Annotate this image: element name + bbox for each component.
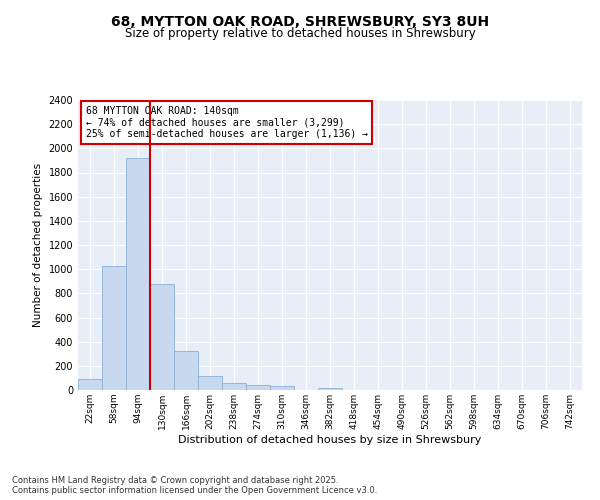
Y-axis label: Number of detached properties: Number of detached properties [33, 163, 43, 327]
Bar [102, 266, 126, 390]
Bar [150, 284, 174, 390]
Bar [270, 386, 294, 390]
Bar [78, 379, 102, 390]
Bar [174, 352, 198, 390]
X-axis label: Distribution of detached houses by size in Shrewsbury: Distribution of detached houses by size … [178, 434, 482, 444]
Text: 68, MYTTON OAK ROAD, SHREWSBURY, SY3 8UH: 68, MYTTON OAK ROAD, SHREWSBURY, SY3 8UH [111, 15, 489, 29]
Bar [198, 376, 222, 390]
Text: Size of property relative to detached houses in Shrewsbury: Size of property relative to detached ho… [125, 28, 475, 40]
Bar [126, 158, 150, 390]
Bar [222, 384, 246, 390]
Bar [246, 385, 270, 390]
Text: 68 MYTTON OAK ROAD: 140sqm
← 74% of detached houses are smaller (3,299)
25% of s: 68 MYTTON OAK ROAD: 140sqm ← 74% of deta… [86, 106, 368, 139]
Bar [318, 388, 342, 390]
Text: Contains HM Land Registry data © Crown copyright and database right 2025.
Contai: Contains HM Land Registry data © Crown c… [12, 476, 377, 495]
